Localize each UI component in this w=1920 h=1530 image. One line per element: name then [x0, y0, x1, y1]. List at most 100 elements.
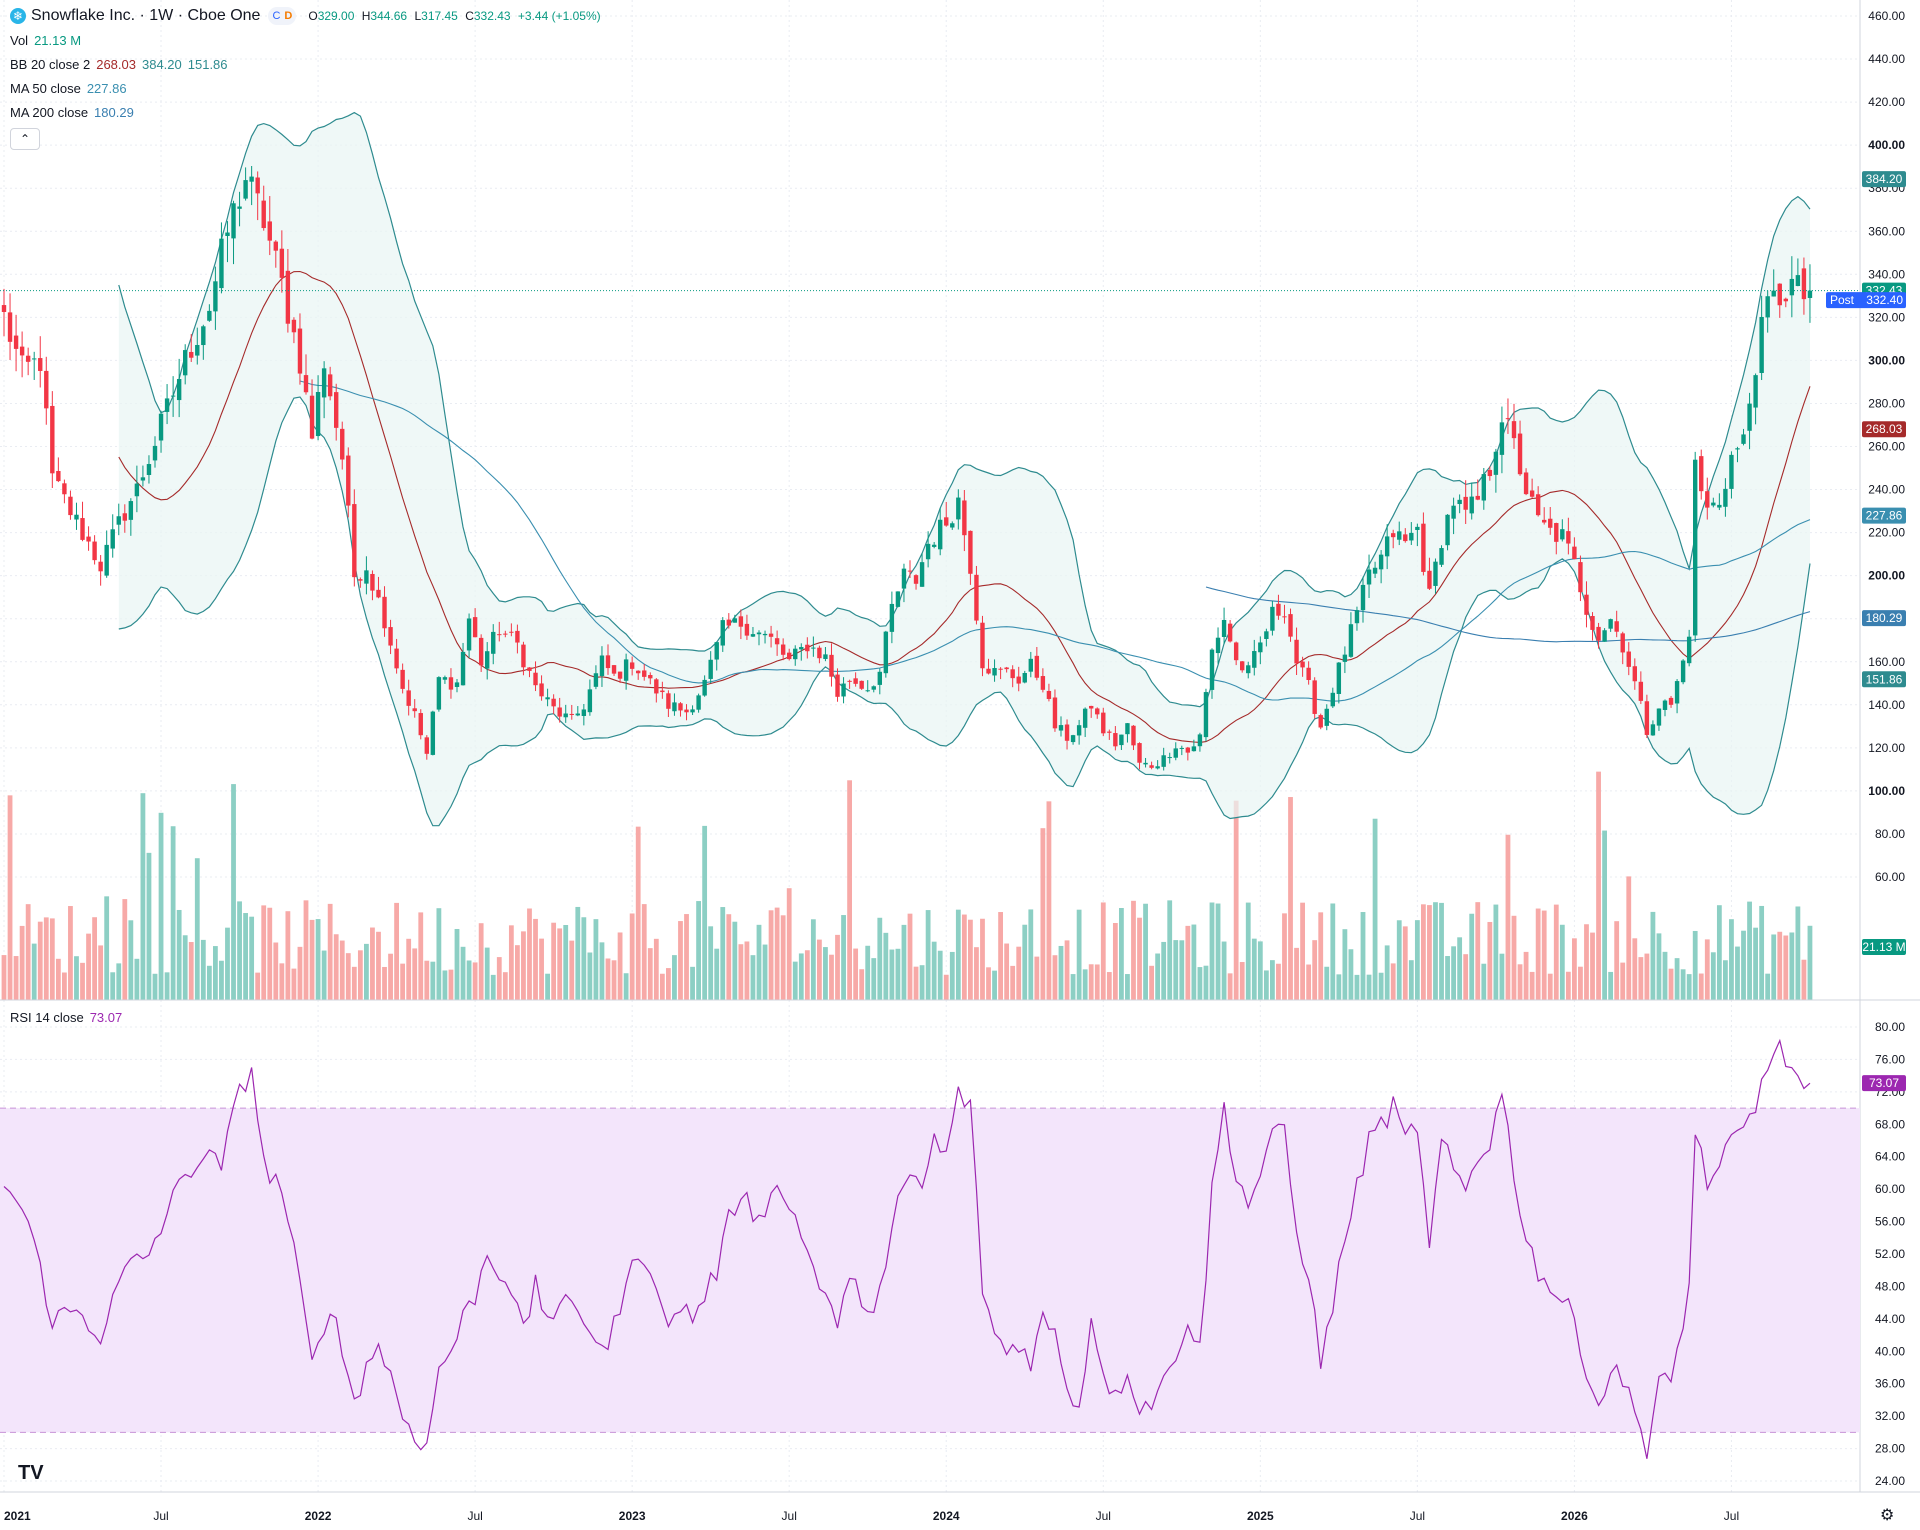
volume-bar — [1161, 941, 1167, 1000]
candle-body — [1179, 747, 1184, 749]
candle — [340, 421, 345, 470]
candle-body — [919, 562, 925, 587]
volume-bar — [1276, 963, 1281, 1000]
candle-body — [1711, 502, 1716, 506]
candle-body — [1608, 619, 1613, 629]
volume-bar — [1704, 939, 1710, 1000]
volume-bar — [913, 966, 919, 1000]
price-axis-tag: 180.29 — [1862, 610, 1906, 627]
candle — [1554, 522, 1559, 555]
candle — [1777, 283, 1782, 318]
candle-body — [460, 651, 466, 686]
volume-bar — [1100, 902, 1106, 1000]
candle — [1427, 557, 1432, 590]
volume-bar — [792, 961, 798, 1000]
legend-ma200[interactable]: MA 200 close 180.29 — [10, 105, 134, 121]
collapse-legend-button[interactable]: ⌃ — [10, 128, 40, 150]
candle-body — [762, 633, 768, 636]
volume-bar — [315, 919, 321, 1000]
volume-bar — [213, 946, 218, 1000]
close-value: 332.43 — [473, 9, 511, 23]
volume-bar — [267, 907, 273, 1000]
volume-bar — [599, 942, 605, 1000]
volume-bar — [1716, 905, 1722, 1000]
candle-body — [219, 238, 224, 289]
volume-bar — [1584, 924, 1589, 1000]
candle-body — [617, 671, 623, 679]
candle-body — [1348, 624, 1354, 657]
candle — [400, 663, 405, 694]
candle — [412, 699, 417, 718]
symbol-title[interactable]: Snowflake Inc. · 1W · Cboe One — [31, 7, 261, 24]
volume-bar — [931, 941, 937, 1000]
candle-body — [1294, 639, 1299, 664]
candle-body — [1741, 434, 1746, 444]
candle-body — [1209, 649, 1215, 690]
candle — [485, 642, 490, 680]
price-axis-tag-label: 21.13 M — [1862, 940, 1905, 954]
candle-body — [104, 544, 109, 576]
volume-bar — [961, 914, 967, 1000]
candle — [1101, 707, 1106, 737]
volume-bar — [774, 907, 780, 1000]
candle-body — [1699, 456, 1704, 492]
volume-bar — [472, 962, 478, 1000]
low-label: L — [414, 9, 422, 23]
candle — [1221, 607, 1227, 645]
price-axis-tick-label: 80.00 — [1875, 827, 1905, 841]
candle-body — [1366, 569, 1372, 585]
volume-bar — [176, 909, 182, 1000]
candle — [448, 668, 454, 699]
candle-body — [1529, 490, 1535, 497]
rsi-axis-tick-label: 24.00 — [1875, 1474, 1905, 1488]
gear-icon[interactable]: ⚙ — [1880, 1507, 1895, 1524]
candle-body — [1155, 766, 1160, 769]
candle-body — [1004, 667, 1009, 670]
volume-bar — [1366, 974, 1372, 1000]
legend-rsi[interactable]: RSI 14 close 73.07 — [10, 1010, 122, 1026]
volume-bar — [1590, 932, 1595, 1000]
price-axis-tick-label: 60.00 — [1875, 870, 1905, 884]
volume-bar — [1408, 960, 1414, 1000]
candle — [164, 384, 170, 425]
candle — [358, 577, 363, 588]
legend-bb-mid: 268.03 — [96, 57, 136, 72]
candle-body — [611, 665, 617, 674]
volume-bar — [1680, 969, 1686, 1000]
candle-body — [587, 689, 593, 713]
candle — [593, 665, 599, 690]
price-axis-tag: 227.86 — [1862, 507, 1906, 524]
rsi-axis-tick-label: 60.00 — [1875, 1182, 1905, 1196]
data-source-badges[interactable]: C D — [268, 7, 297, 25]
volume-bar — [647, 948, 653, 1000]
candle-body — [1753, 375, 1758, 408]
candle-body — [497, 634, 502, 636]
candle — [454, 679, 460, 693]
volume-bar — [321, 950, 327, 1000]
candle — [611, 664, 617, 676]
candle — [702, 675, 707, 697]
price-axis-tag: 21.13 M — [1862, 939, 1906, 955]
candle — [1795, 258, 1801, 287]
candle — [1535, 486, 1541, 517]
candle-body — [551, 698, 556, 707]
legend-rsi-label: RSI 14 close — [10, 1010, 84, 1025]
volume-bar — [527, 908, 532, 1000]
candle-body — [309, 395, 315, 439]
candle — [25, 347, 31, 376]
candle-body — [1143, 762, 1148, 765]
candle-body — [629, 662, 635, 669]
candle — [1614, 610, 1619, 638]
candle-body — [116, 516, 121, 525]
legend-vol[interactable]: Vol 21.13 M — [10, 33, 81, 49]
candle — [1421, 512, 1426, 576]
legend-bb[interactable]: BB 20 close 2 268.03 384.20 151.86 — [10, 57, 228, 73]
volume-bar — [1125, 974, 1130, 1000]
legend-ma50[interactable]: MA 50 close 227.86 — [10, 81, 127, 97]
volume-bar — [992, 970, 997, 1000]
volume-bar — [1173, 940, 1179, 1000]
volume-bar — [1493, 904, 1499, 1000]
tradingview-logo-icon[interactable]: TV — [18, 1462, 44, 1484]
candle — [617, 671, 623, 684]
